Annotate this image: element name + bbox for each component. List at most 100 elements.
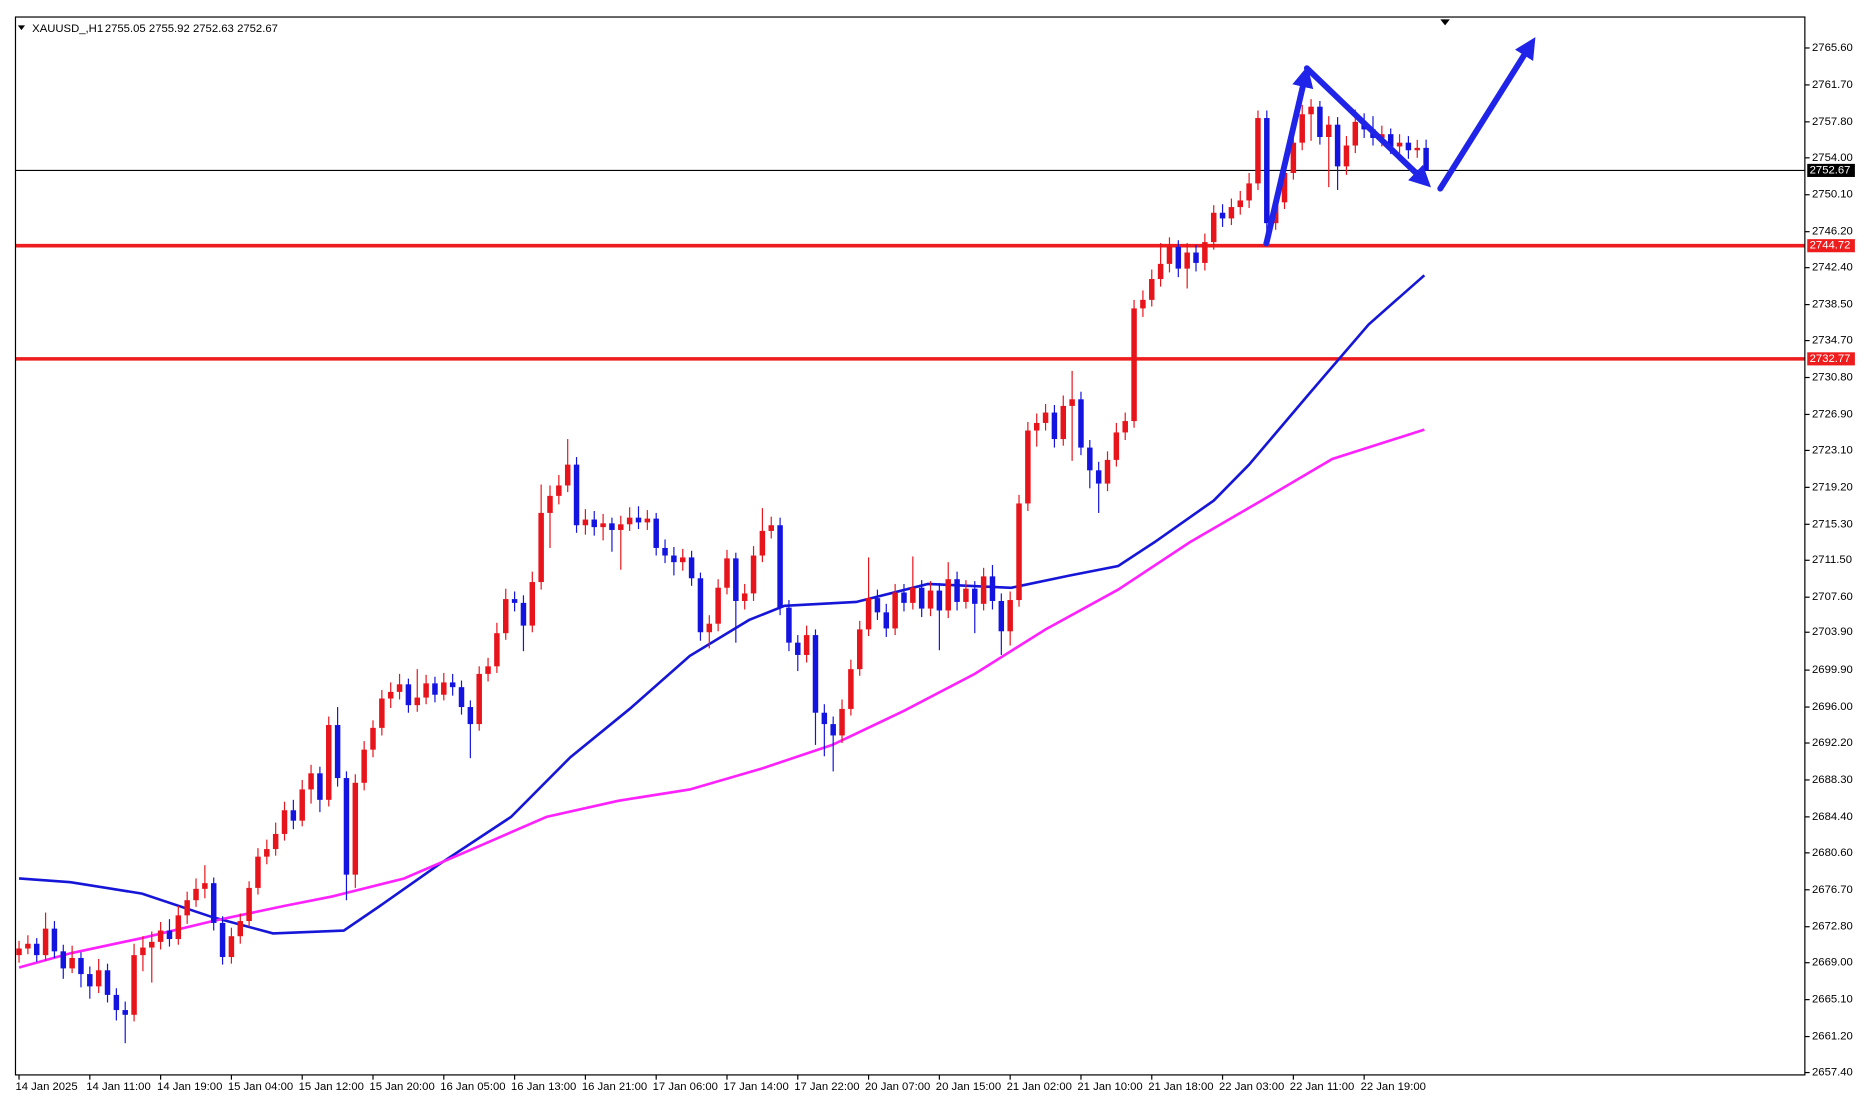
candle-body [166, 930, 173, 940]
candle-body [715, 587, 721, 624]
candle-body [458, 687, 465, 708]
x-tick-label: 16 Jan 05:00 [440, 1081, 505, 1093]
candle-body [503, 599, 509, 634]
candle-body [255, 856, 261, 888]
candle-body [1264, 118, 1270, 224]
candle-body [671, 555, 677, 563]
candle-body [1219, 212, 1226, 219]
candle-body [317, 773, 323, 800]
annotation-arrows [1263, 37, 1536, 247]
candle-body [131, 955, 137, 1015]
candle-body [582, 519, 589, 526]
y-tick-label: 2661.20 [1812, 1031, 1853, 1043]
candle-body [87, 974, 93, 987]
candle-body [795, 642, 801, 655]
candle-body [1104, 459, 1111, 484]
candle-body [679, 557, 686, 563]
candle-body [193, 888, 199, 901]
candle-body [432, 683, 438, 695]
candle-body [945, 579, 951, 611]
y-tick-label: 2726.90 [1812, 408, 1853, 420]
candle-body [1069, 399, 1075, 406]
candle-body [42, 928, 49, 956]
candle-body [1131, 308, 1137, 422]
y-tick-label: 2703.90 [1812, 626, 1853, 638]
candle-body [600, 523, 606, 528]
candle-body [972, 588, 978, 604]
candle-body [963, 588, 969, 602]
candle-body [1157, 263, 1164, 280]
candle-body [1299, 114, 1305, 143]
candle-body [803, 635, 810, 655]
candle-body [1237, 200, 1244, 208]
y-tick-label: 2750.10 [1812, 189, 1853, 201]
x-tick-label: 15 Jan 20:00 [369, 1081, 434, 1093]
candle-body [662, 547, 668, 556]
x-tick-label: 14 Jan 11:00 [86, 1081, 151, 1093]
x-tick-label: 17 Jan 06:00 [653, 1081, 718, 1093]
x-tick-label: 17 Jan 22:00 [794, 1081, 859, 1093]
candle-body [1184, 252, 1190, 269]
price-label: 2752.67 [1810, 164, 1851, 176]
candle-body [1087, 447, 1093, 471]
candle-body [326, 725, 332, 800]
candle-body [467, 707, 474, 725]
menu-triangle [17, 25, 26, 31]
y-tick-label: 2757.80 [1812, 116, 1853, 128]
chart-title: XAUUSD_,H1 [32, 23, 103, 35]
candle-body [706, 623, 713, 633]
header-low: 2752.63 [193, 23, 234, 35]
candle-body [272, 833, 279, 850]
candle-body [1060, 405, 1067, 440]
candle-body [910, 587, 916, 603]
y-tick-label: 2688.30 [1812, 774, 1853, 786]
candle-body [140, 947, 146, 956]
candle-body [1246, 183, 1252, 201]
x-tick-label: 16 Jan 13:00 [511, 1081, 576, 1093]
candle-body [396, 684, 403, 692]
candle-body [918, 587, 925, 609]
candle-body [281, 810, 288, 834]
candle-body [644, 518, 651, 523]
candle-body [1317, 106, 1323, 137]
candle-body [724, 558, 730, 588]
candle-body [750, 555, 757, 594]
x-tick-label: 21 Jan 02:00 [1007, 1081, 1072, 1093]
candle-body [1405, 142, 1412, 151]
candle-body [414, 697, 420, 706]
candle-body [16, 948, 22, 956]
candle-body [1051, 412, 1058, 440]
y-tick-label: 2738.50 [1812, 299, 1853, 311]
y-tick-label: 2730.80 [1812, 371, 1853, 383]
candle-body [370, 727, 376, 750]
candle-body [494, 633, 500, 667]
y-tick-label: 2742.40 [1812, 262, 1853, 274]
candle-body [1255, 118, 1261, 184]
candle-body [387, 691, 394, 699]
candle-body [653, 518, 659, 548]
candle-body [688, 557, 695, 579]
candle-body [741, 593, 748, 601]
header-high: 2755.92 [149, 23, 190, 35]
candle-body [51, 928, 58, 952]
candle-body [1387, 134, 1394, 147]
x-tick-label: 22 Jan 03:00 [1219, 1081, 1284, 1093]
candle-body [697, 578, 704, 633]
candle-body [157, 930, 164, 942]
candle-body [777, 525, 783, 608]
moving-average [18, 428, 1425, 969]
price-label-box [1807, 352, 1855, 366]
candle-body [1166, 246, 1173, 264]
candle-body [441, 682, 447, 695]
candle-body [830, 724, 836, 736]
x-tick-label: 20 Jan 07:00 [865, 1081, 930, 1093]
x-tick-label: 22 Jan 11:00 [1290, 1081, 1355, 1093]
y-tick-label: 2696.00 [1812, 701, 1853, 713]
candle-body [1423, 147, 1429, 171]
candle-body [529, 582, 536, 626]
shift-marker [1440, 19, 1450, 26]
candle-body [1334, 124, 1341, 167]
y-tick-label: 2765.60 [1812, 42, 1853, 54]
candle-body [352, 782, 359, 875]
x-tick-label: 14 Jan 19:00 [157, 1081, 222, 1093]
